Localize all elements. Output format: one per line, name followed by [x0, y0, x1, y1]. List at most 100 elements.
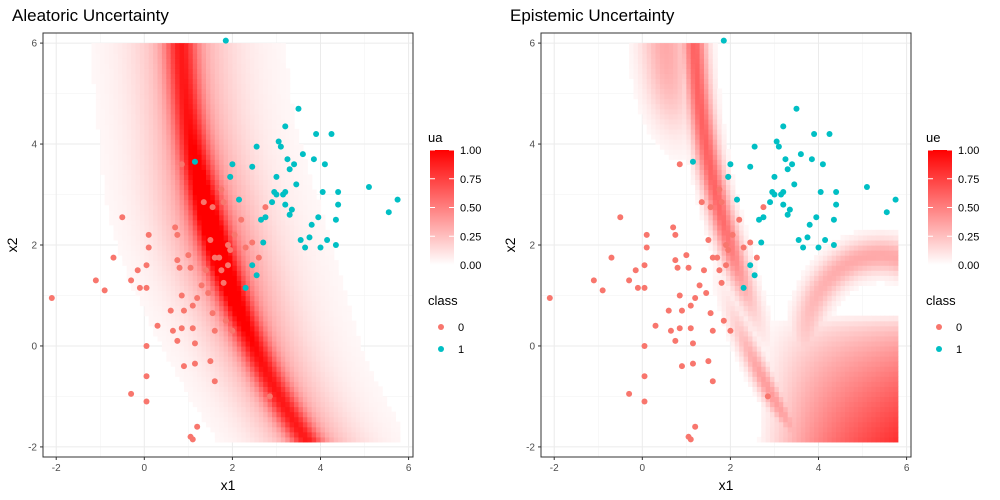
surface-tile: [276, 340, 282, 347]
surface-tile: [294, 330, 300, 337]
surface-tile: [161, 250, 167, 256]
surface-tile: [285, 310, 291, 317]
surface-tile: [294, 426, 300, 433]
surface-tile: [809, 396, 815, 403]
surface-tile: [681, 118, 687, 125]
surface-tile: [276, 123, 282, 130]
surface-tile: [219, 234, 225, 241]
surface-tile: [241, 219, 247, 226]
surface-tile: [285, 108, 291, 115]
surface-tile: [703, 73, 709, 80]
surface-tile: [285, 83, 291, 90]
surface-tile: [333, 315, 339, 322]
surface-tile: [241, 351, 247, 357]
surface-tile: [695, 199, 701, 206]
surface-tile: [228, 401, 233, 408]
surface-tile: [294, 396, 300, 403]
surface-tile: [241, 139, 247, 145]
surface-tile: [205, 174, 211, 180]
surface-tile: [166, 113, 172, 120]
surface-tile: [686, 98, 692, 105]
surface-tile: [655, 58, 661, 64]
surface-tile: [109, 194, 115, 201]
surface-tile: [113, 58, 119, 64]
surface-tile: [783, 345, 789, 352]
surface-tile: [223, 93, 229, 100]
surface-tile: [109, 189, 115, 196]
surface-tile: [302, 204, 308, 211]
surface-tile: [197, 315, 203, 322]
surface-tile: [192, 133, 198, 140]
surface-tile: [131, 250, 137, 256]
surface-tile: [765, 330, 771, 337]
surface-tile: [210, 103, 216, 110]
surface-tile: [800, 285, 806, 292]
surface-tile: [205, 401, 211, 408]
surface-tile: [179, 133, 185, 140]
surface-tile: [360, 356, 366, 362]
surface-tile: [166, 199, 172, 206]
surface-tile: [360, 406, 366, 413]
surface-tile: [170, 88, 176, 95]
surface-tile: [655, 78, 661, 85]
surface-tile: [329, 345, 335, 352]
surface-tile: [338, 421, 344, 428]
surface-tile: [285, 250, 291, 256]
surface-tile: [734, 234, 740, 241]
surface-tile: [342, 391, 348, 398]
surface-tile: [338, 285, 344, 292]
surface-tile: [250, 169, 256, 175]
surface-tile: [743, 376, 749, 382]
surface-tile: [778, 381, 784, 387]
surface-tile: [219, 340, 225, 347]
surface-tile: [210, 63, 216, 69]
surface-tile: [307, 401, 313, 408]
surface-tile: [355, 426, 361, 433]
surface-tile: [774, 421, 780, 428]
surface-tile: [708, 118, 714, 125]
surface-tile: [730, 224, 736, 231]
surface-tile: [690, 164, 696, 170]
surface-tile: [289, 310, 295, 317]
surface-tile: [188, 255, 194, 261]
surface-tile: [730, 330, 736, 337]
surface-tile: [298, 285, 304, 292]
surface-tile: [263, 139, 269, 145]
surface-tile: [223, 184, 229, 191]
surface-tile: [699, 88, 705, 95]
point-class-0: [205, 289, 212, 296]
surface-tile: [752, 280, 758, 286]
surface-tile: [232, 214, 238, 221]
surface-tile: [805, 371, 811, 377]
surface-tile: [752, 351, 758, 357]
surface-tile: [765, 416, 771, 423]
point-class-1: [249, 163, 256, 170]
surface-tile: [183, 48, 189, 54]
surface-tile: [333, 376, 339, 382]
surface-tile: [668, 98, 674, 105]
surface-tile: [126, 250, 132, 256]
surface-tile: [734, 300, 740, 307]
surface-tile: [148, 98, 154, 105]
surface-tile: [153, 214, 159, 221]
surface-tile: [695, 58, 701, 64]
surface-tile: [241, 361, 247, 367]
surface-tile: [800, 436, 806, 443]
surface-tile: [201, 260, 207, 266]
surface-tile: [250, 295, 256, 302]
surface-tile: [122, 255, 128, 261]
surface-tile: [276, 159, 282, 165]
surface-tile: [730, 315, 736, 322]
surface-tile: [153, 305, 159, 312]
surface-tile: [205, 421, 211, 428]
surface-tile: [659, 128, 665, 135]
surface-tile: [276, 209, 282, 216]
surface-tile: [250, 351, 256, 357]
surface-tile: [148, 139, 154, 145]
surface-tile: [223, 275, 229, 281]
surface-tile: [109, 169, 115, 175]
surface-tile: [254, 169, 260, 175]
surface-tile: [205, 340, 211, 347]
surface-tile: [214, 356, 220, 362]
surface-tile: [342, 300, 348, 307]
